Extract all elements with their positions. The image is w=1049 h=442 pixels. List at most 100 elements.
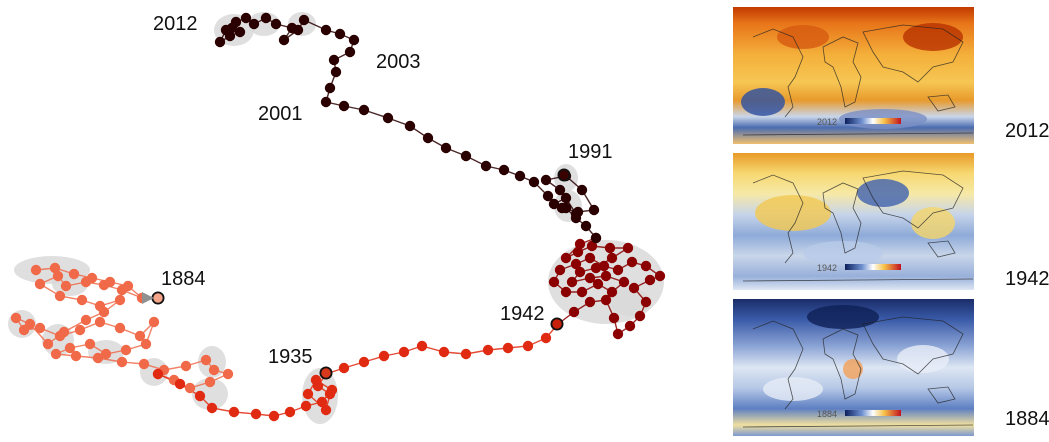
trajectory-point xyxy=(34,322,46,334)
trajectory-point xyxy=(574,266,586,278)
trajectory-plot: 2012 2003 2001 1991 1884 1942 1935 xyxy=(8,12,666,424)
trajectory-point xyxy=(184,382,196,394)
trajectory-point xyxy=(358,104,370,116)
trajectory-point xyxy=(64,342,76,354)
highlighted-point xyxy=(319,366,333,380)
trajectory-point xyxy=(554,264,566,276)
trajectory-point xyxy=(234,26,246,38)
anomaly-region xyxy=(763,377,823,401)
trajectory-point xyxy=(590,262,602,274)
coastline xyxy=(927,386,956,404)
trajectory-point xyxy=(152,368,164,380)
trajectory-point xyxy=(566,276,578,288)
trajectory-point xyxy=(586,240,598,252)
trajectory-point xyxy=(120,344,132,356)
trajectory-point xyxy=(228,406,240,418)
trajectory-point xyxy=(226,22,238,34)
highlighted-point xyxy=(557,168,571,182)
trajectory-point xyxy=(140,338,152,350)
trajectory-point xyxy=(54,330,66,342)
trajectory-point xyxy=(608,312,620,324)
year-label-1935: 1935 xyxy=(268,346,313,368)
trajectory-point xyxy=(338,362,350,374)
trajectory-point xyxy=(50,348,62,360)
map-legend-year: 1942 xyxy=(817,263,837,273)
map-year-label-2012: 2012 xyxy=(1005,120,1049,142)
trajectory-point xyxy=(622,242,634,254)
trajectory-point xyxy=(208,364,220,376)
trajectory-points xyxy=(10,12,666,422)
year-label-1991: 1991 xyxy=(568,141,613,163)
trajectory-point xyxy=(320,24,332,36)
trajectory-point xyxy=(482,344,494,356)
trajectory-point xyxy=(600,294,612,306)
trajectory-point xyxy=(634,310,646,322)
trajectory-point xyxy=(358,356,370,368)
anomaly-region xyxy=(843,359,863,379)
trajectory-point xyxy=(98,279,110,291)
trajectory-point xyxy=(92,352,104,364)
color-scale-bar xyxy=(845,410,901,416)
trajectory-point xyxy=(222,368,234,380)
coastline xyxy=(927,94,956,112)
map-year-label-1884: 1884 xyxy=(1005,408,1049,430)
trajectory-point xyxy=(68,268,80,280)
coastline xyxy=(822,182,862,254)
anomaly-region xyxy=(857,179,909,207)
trajectory-point xyxy=(584,296,596,308)
trajectory-point xyxy=(324,388,336,400)
trajectory-point xyxy=(498,164,510,176)
trajectory-point xyxy=(30,264,42,276)
year-label-1884: 1884 xyxy=(161,268,206,290)
map-thumbnail-2012: 2012 xyxy=(733,7,974,144)
trajectory-point xyxy=(560,252,572,264)
trajectory-point xyxy=(502,342,514,354)
coastline xyxy=(862,316,964,375)
year-labels: 2012 2003 2001 1991 1884 1942 1935 xyxy=(153,13,613,368)
trajectory-point xyxy=(302,388,314,400)
trajectory-point xyxy=(416,340,428,352)
map-image: 1942 xyxy=(733,153,974,290)
trajectory-point xyxy=(570,258,582,270)
map-image: 1884 xyxy=(733,299,974,436)
trajectory-point xyxy=(76,294,88,306)
trajectory-point xyxy=(548,198,560,210)
coastline xyxy=(822,36,862,108)
trajectory-point xyxy=(556,202,568,214)
trajectory-point xyxy=(260,12,272,24)
anomaly-region xyxy=(741,88,785,116)
trajectory-point xyxy=(480,160,492,172)
map-thumbnail-1884: 1884 xyxy=(733,299,974,436)
trajectory-point xyxy=(312,380,324,392)
trajectory-point xyxy=(398,346,410,358)
cluster-halo xyxy=(192,378,228,410)
trajectory-point xyxy=(206,402,218,414)
trajectory-point xyxy=(592,278,604,290)
coastline xyxy=(742,278,974,282)
trajectory-point xyxy=(49,262,61,274)
trajectory-point xyxy=(348,34,360,46)
trajectory-point xyxy=(560,286,572,298)
trajectory-point xyxy=(460,348,472,360)
trajectory-point xyxy=(138,358,150,370)
trajectory-point xyxy=(84,338,96,350)
color-scale-bar xyxy=(845,118,901,124)
trajectory-point xyxy=(114,294,126,306)
coastline xyxy=(822,328,862,400)
trajectory-point xyxy=(628,282,640,294)
trajectory-point xyxy=(654,270,666,282)
coastline xyxy=(927,240,956,258)
trajectory-point xyxy=(334,28,346,40)
trajectory-point xyxy=(134,330,146,342)
trajectory-point xyxy=(438,346,450,358)
trajectory-point xyxy=(300,400,312,412)
trajectory-point xyxy=(278,34,290,46)
trajectory-point xyxy=(624,320,636,332)
trajectory-point xyxy=(200,354,212,366)
trajectory-point xyxy=(540,174,552,186)
trajectory-point xyxy=(604,242,616,254)
trajectory-point xyxy=(80,314,92,326)
trajectory-point xyxy=(250,408,262,420)
trajectory-point xyxy=(100,348,112,360)
trajectory-point xyxy=(54,290,66,302)
